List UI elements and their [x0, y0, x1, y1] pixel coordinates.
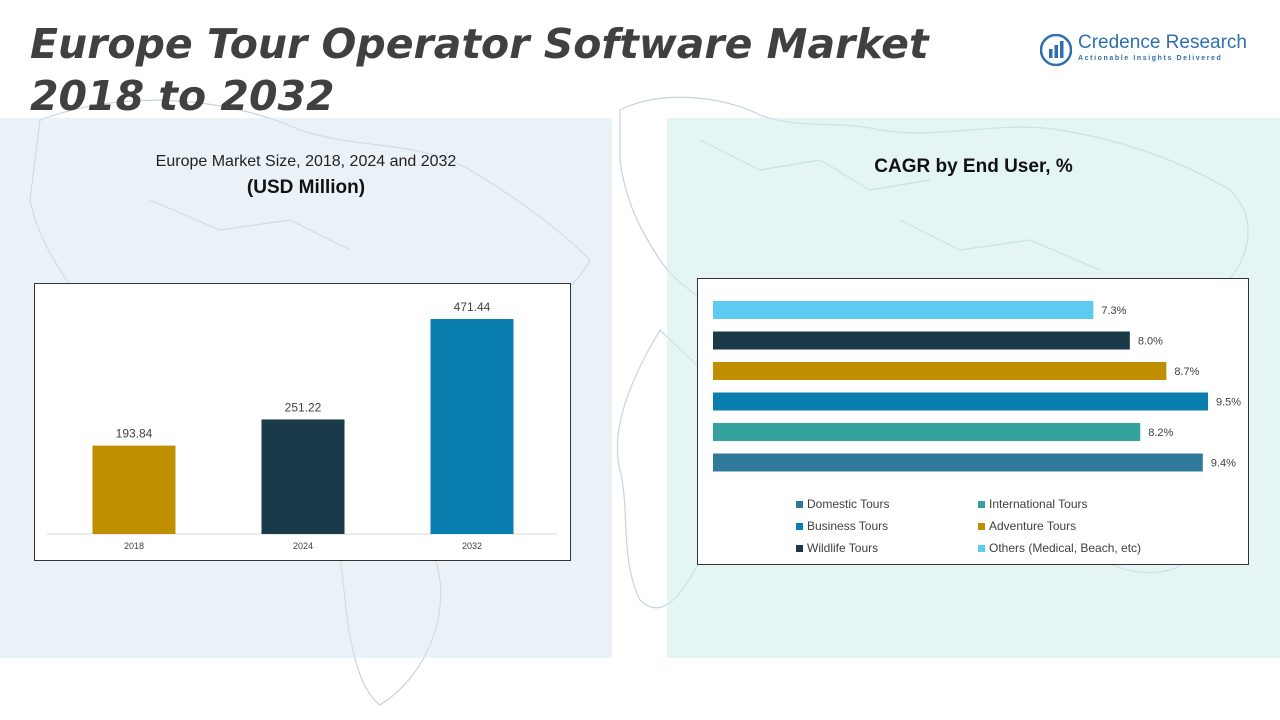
bar-2032	[430, 319, 514, 534]
market-size-chart: 193.84 2018 251.22 2024 471.44 2032	[34, 283, 571, 561]
legend-label: Domestic Tours	[807, 497, 890, 511]
legend-item: Domestic Tours	[796, 497, 889, 511]
market-size-subtitle: Europe Market Size, 2018, 2024 and 2032	[155, 153, 457, 170]
legend-label: Adventure Tours	[989, 519, 1077, 533]
hbar-value-label: 9.5%	[1216, 397, 1241, 409]
legend-swatch	[796, 500, 803, 508]
legend-item: Adventure Tours	[978, 519, 1076, 533]
legend-swatch	[978, 522, 985, 530]
x-tick-label: 2018	[124, 541, 144, 551]
cagr-subtitle: CAGR by End User, %	[874, 156, 1073, 177]
logo-tagline: Actionable Insights Delivered	[1078, 55, 1223, 62]
hbar-others-medical-beach-etc-	[713, 301, 1094, 319]
legend-swatch	[978, 544, 985, 552]
legend-swatch	[796, 544, 803, 552]
legend-item: Others (Medical, Beach, etc)	[978, 541, 1141, 555]
legend-item: International Tours	[978, 497, 1088, 511]
legend-item: Wildlife Tours	[796, 541, 878, 555]
hbar-value-label: 9.4%	[1211, 458, 1236, 470]
page-title: Europe Tour Operator Software Market 201…	[30, 20, 929, 120]
bar-2018	[92, 445, 176, 534]
bar-value-label: 251.22	[285, 400, 322, 414]
legend-label: Others (Medical, Beach, etc)	[989, 541, 1142, 555]
legend-label: International Tours	[989, 497, 1088, 511]
bar-value-label: 471.44	[454, 300, 491, 314]
brand-logo: Credence Research Actionable Insights De…	[1040, 30, 1270, 70]
hbar-value-label: 8.7%	[1174, 366, 1199, 378]
bar-2024	[261, 419, 345, 534]
x-tick-label: 2032	[462, 541, 482, 551]
market-size-chart-svg: 193.84 2018 251.22 2024 471.44 2032	[47, 300, 557, 551]
hbar-adventure-tours	[713, 362, 1167, 380]
x-tick-label: 2024	[293, 541, 313, 551]
hbar-value-label: 8.2%	[1148, 427, 1173, 439]
legend-item: Business Tours	[796, 519, 888, 533]
hbar-wildlife-tours	[713, 331, 1130, 350]
hbar-value-label: 8.0%	[1138, 336, 1163, 348]
cagr-chart: 7.3% 8.0% 8.7% 9.5% 8.2% 9.4% Domestic Tours I…	[697, 278, 1249, 565]
legend-swatch	[796, 522, 803, 530]
hbar-value-label: 7.3%	[1101, 305, 1126, 317]
cagr-chart-svg: 7.3% 8.0% 8.7% 9.5% 8.2% 9.4%	[713, 301, 1241, 472]
legend-label: Business Tours	[807, 519, 889, 533]
logo-name: Credence Research	[1078, 32, 1247, 53]
bar-value-label: 193.84	[116, 427, 153, 441]
market-size-unit: (USD Million)	[246, 177, 366, 198]
bar-chart-logo-icon	[1040, 34, 1072, 66]
hbar-international-tours	[713, 423, 1141, 441]
hbar-business-tours	[713, 392, 1208, 411]
legend-label: Wildlife Tours	[807, 541, 879, 555]
legend-swatch	[978, 500, 985, 508]
hbar-domestic-tours	[713, 453, 1203, 472]
